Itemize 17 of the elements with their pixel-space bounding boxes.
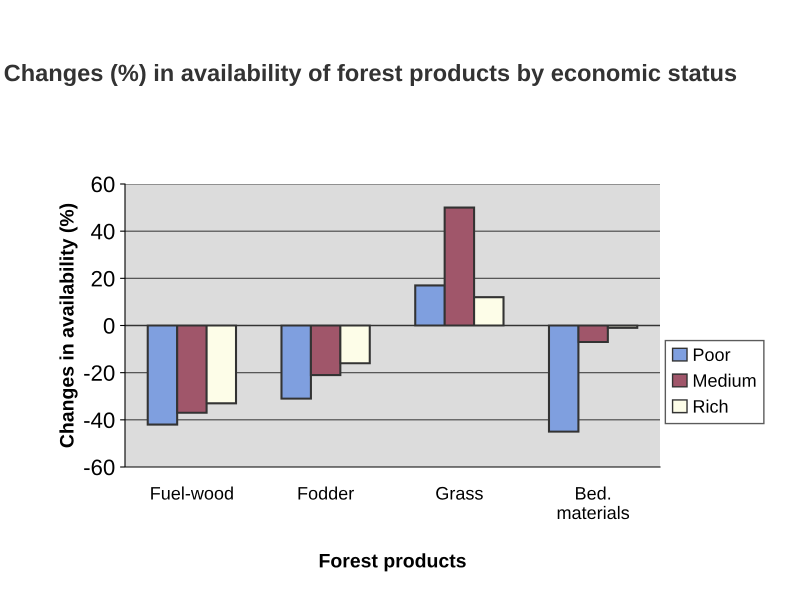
y-tick-label: 0 xyxy=(104,318,114,334)
y-axis-title: Changes in availability (%) xyxy=(59,204,78,448)
chart-title: Changes (%) in availability of forest products by economic status xyxy=(4,64,736,86)
y-tick-label: 60 xyxy=(92,176,114,192)
x-tick-label: Fuel-wood xyxy=(151,486,233,500)
legend-label: Rich xyxy=(694,400,728,413)
legend-label: Medium xyxy=(694,374,756,387)
y-tick-label: -20 xyxy=(84,365,114,381)
x-tick-label: Fodder xyxy=(298,486,354,500)
y-tick-label: 40 xyxy=(91,224,114,240)
y-tick-label: -60 xyxy=(84,460,114,476)
y-tick-label: -40 xyxy=(84,412,114,428)
y-tick-label: 20 xyxy=(92,270,114,287)
x-tick-label: Bed. materials xyxy=(558,486,630,520)
x-tick-label: Grass xyxy=(436,486,483,500)
legend-label: Poor xyxy=(694,348,730,362)
x-axis-title: Forest products xyxy=(320,553,466,572)
